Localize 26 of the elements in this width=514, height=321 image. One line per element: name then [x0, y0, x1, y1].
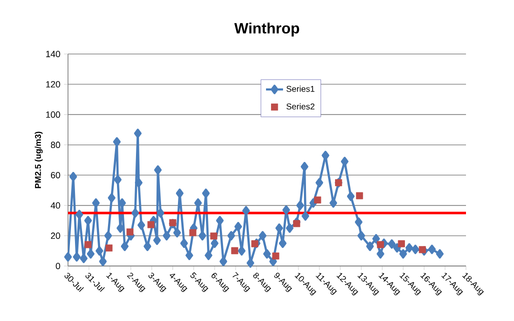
y-tick-label: 0 — [56, 262, 60, 270]
point — [147, 221, 154, 228]
y-tick-label: 140 — [46, 50, 60, 58]
point — [314, 196, 322, 204]
point — [210, 232, 218, 240]
legend-label: Series2 — [286, 103, 314, 110]
y-axis-title: PM2.5 (ug/m3) — [34, 132, 43, 188]
point — [418, 246, 426, 254]
point — [106, 244, 113, 252]
legend-label: Series1 — [286, 86, 314, 92]
y-tick-label: 40 — [50, 202, 60, 209]
point — [398, 240, 405, 248]
point — [376, 241, 384, 248]
y-tick-label: 120 — [46, 81, 60, 88]
point — [272, 252, 280, 260]
point — [126, 228, 134, 236]
chart-title: Winthrop — [234, 22, 300, 36]
y-tick-label: 80 — [50, 142, 60, 148]
point — [293, 220, 300, 228]
y-tick-label: 20 — [50, 232, 60, 239]
point — [84, 241, 92, 248]
point — [231, 247, 238, 254]
point — [356, 192, 364, 200]
y-tick-label: 100 — [46, 111, 60, 118]
y-tick-label: 60 — [50, 172, 60, 178]
point — [189, 229, 196, 236]
